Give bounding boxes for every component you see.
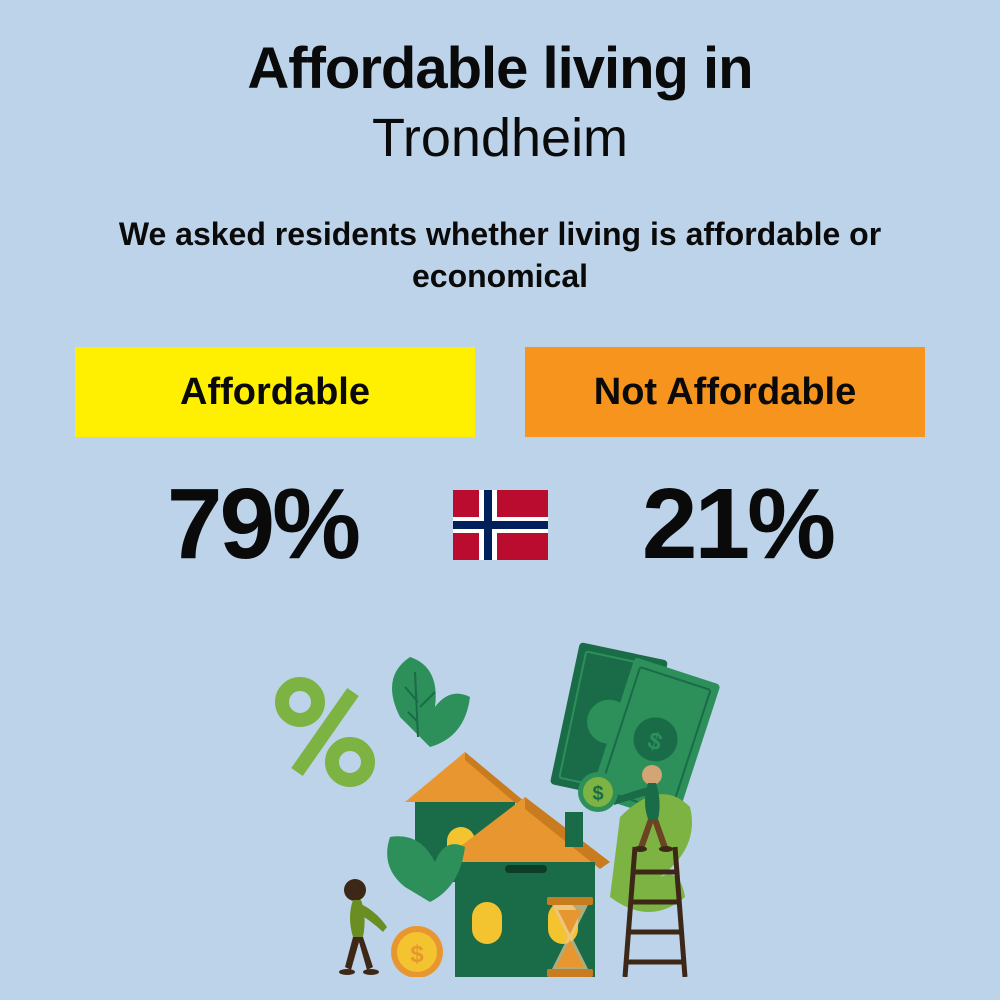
affordable-percent: 79% — [113, 467, 413, 582]
not-affordable-box: Not Affordable — [525, 347, 925, 437]
housing-illustration: $ — [240, 637, 760, 977]
title-line-1: Affordable living in — [247, 35, 752, 102]
title-line-2: Trondheim — [372, 107, 628, 169]
affordable-box: Affordable — [75, 347, 475, 437]
category-boxes-row: Affordable Not Affordable — [0, 347, 1000, 437]
not-affordable-percent: 21% — [588, 467, 888, 582]
subtitle-text: We asked residents whether living is aff… — [100, 214, 900, 297]
norway-flag-icon — [453, 490, 548, 560]
svg-text:$: $ — [592, 783, 603, 805]
infographic-container: Affordable living in Trondheim We asked … — [0, 0, 1000, 1000]
percentages-row: 79% 21% — [0, 467, 1000, 582]
svg-text:$: $ — [410, 941, 424, 968]
